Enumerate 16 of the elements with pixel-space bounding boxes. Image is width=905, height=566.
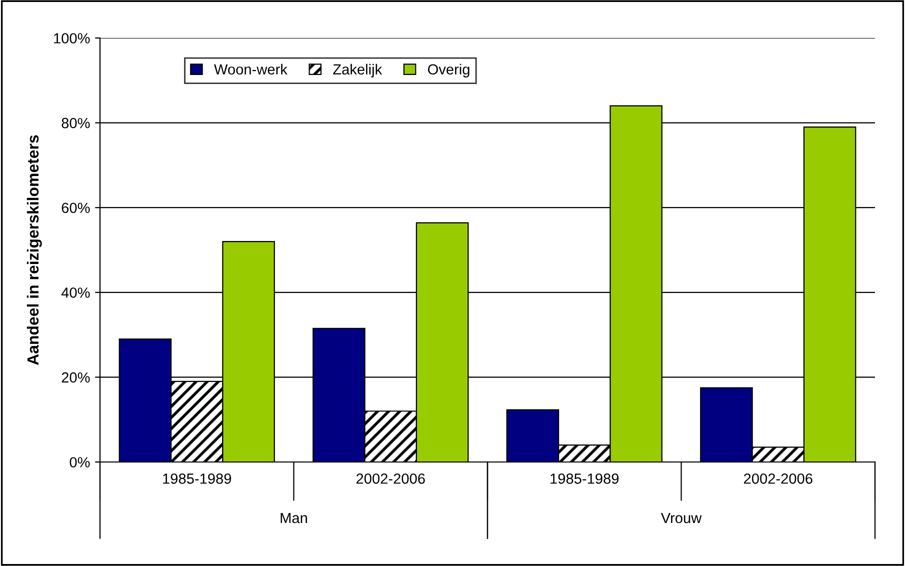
text: Vrouw [660, 512, 702, 524]
x-tick-label: 1985-1989 [550, 473, 619, 484]
x-tick-label: 1985-1989 [163, 473, 232, 484]
y-axis-title: Aandeel in reizigerskilometers [26, 135, 42, 365]
y-tick-label: 20% [62, 372, 90, 383]
x-tick-label: 2002-2006 [744, 473, 812, 484]
y-tick-label: 0% [70, 457, 90, 468]
y-tick-label: 60% [62, 202, 90, 214]
legend-label: Zakelijk [333, 64, 382, 78]
text: Man [280, 512, 307, 524]
legend-label: Overig [428, 64, 470, 78]
y-tick-label: 80% [62, 118, 90, 128]
y-tick-label: 100% [54, 33, 90, 44]
y-tick-label: 40% [61, 288, 90, 298]
x-tick-label: 2002-2006 [356, 473, 425, 484]
legend-label: Woon-werk [214, 64, 288, 75]
